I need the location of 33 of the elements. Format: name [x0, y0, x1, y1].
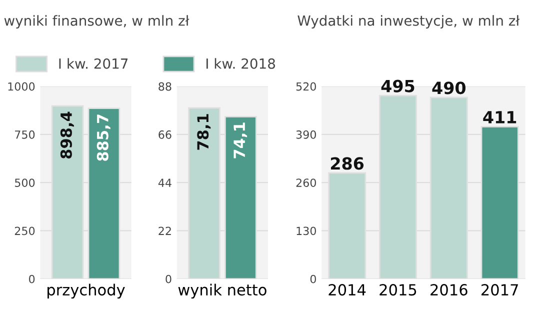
y-tick-label: 260: [296, 178, 316, 187]
data-label: 495: [381, 80, 414, 92]
y-tick-label: 1000: [8, 82, 35, 91]
data-label: 78,1: [197, 114, 211, 150]
y-tick-label: 500: [14, 178, 35, 187]
x-tick-label: 2017: [482, 284, 518, 296]
y-tick-label: 0: [29, 274, 35, 284]
legend-label: I kw. 2018: [206, 58, 275, 69]
data-label: 411: [483, 111, 516, 124]
data-label: 885,7: [96, 114, 110, 161]
x-tick-label: wynik netto: [178, 284, 266, 299]
chart-title: wyniki finansowe, w mln zł: [4, 15, 190, 29]
x-tick-label: 2014: [328, 284, 366, 296]
y-tick-label: 0: [166, 274, 172, 284]
x-tick-label: 2016: [430, 284, 468, 296]
y-tick-label: 0: [310, 274, 316, 284]
y-tick-label: 750: [15, 130, 35, 139]
y-tick-label: 390: [296, 130, 316, 139]
x-tick-label: przychody: [48, 284, 125, 299]
data-label: 490: [432, 82, 466, 94]
data-label: 74,1: [234, 122, 248, 158]
y-tick-label: 66: [158, 130, 172, 139]
y-tick-label: 520: [296, 82, 316, 91]
data-label: 286: [330, 157, 364, 170]
y-tick-label: 88: [158, 82, 172, 91]
y-tick-label: 44: [158, 178, 172, 187]
y-tick-label: 22: [158, 226, 171, 235]
data-label: 898,4: [60, 112, 74, 158]
x-tick-label: 2015: [380, 284, 416, 296]
y-tick-label: 250: [14, 226, 35, 236]
legend-label: I kw. 2017: [59, 58, 128, 69]
chart-title: Wydatki na inwestycje, w mln zł: [298, 15, 520, 29]
y-tick-label: 130: [296, 226, 316, 236]
